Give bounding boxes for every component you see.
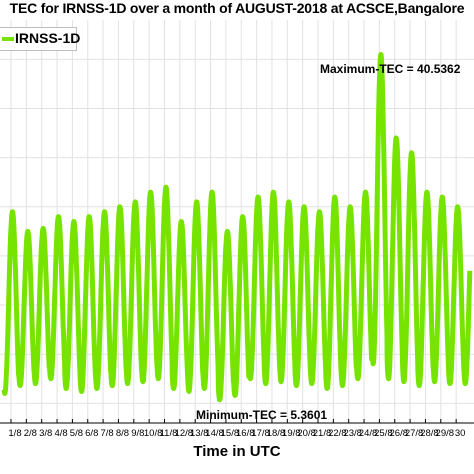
x-tick-label: 23/8 [343,428,362,439]
x-tick-label: 30 [455,428,466,439]
x-tick-label: 9/8 [131,428,144,439]
x-tick-label: 8/8 [116,428,129,439]
max-tec-annotation: Maximum-TEC = 40.5362 [320,62,461,76]
series-line-irnss-1d [1,52,473,403]
x-tick-label: 14/8 [205,428,224,439]
x-axis-label: Time in UTC [193,443,281,460]
legend-swatch [2,37,14,41]
chart-title: TEC for IRNSS-1D over a month of AUGUST-… [9,0,465,16]
x-ticks: 1/8 2/8 3/8 4/8 5/8 6/8 7/8 8/8 9/8 10/811/812/81… [8,419,465,439]
x-tick-label: 13/8 [190,428,209,439]
x-tick-label: 26/8 [390,428,409,439]
x-tick-label: 6/8 [85,428,98,439]
x-tick-label: 5/8 [70,428,83,439]
x-tick-label: 12/8 [175,428,194,439]
x-tick-label: 29/8 [436,428,455,439]
x-tick-label: 7/8 [100,428,113,439]
x-tick-label: 10/8 [144,428,163,439]
min-tec-annotation: Minimum-TEC = 5.3601 [196,408,328,422]
x-tick-label: 3/8 [39,428,52,439]
x-tick-label: 27/8 [405,428,424,439]
x-tick-label: 25/8 [374,428,393,439]
legend: IRNSS-1D [0,27,81,51]
x-tick-label: 1/8 [8,428,21,439]
x-tick-label: 4/8 [54,428,67,439]
x-tick-label: 22/8 [328,428,347,439]
x-tick-label: 21/8 [313,428,332,439]
legend-label: IRNSS-1D [15,30,81,46]
x-tick-label: 17/8 [251,428,270,439]
x-tick-label: 24/8 [359,428,378,439]
x-tick-label: 20/8 [297,428,316,439]
x-tick-label: 19/8 [282,428,301,439]
x-tick-label: 16/8 [236,428,255,439]
x-tick-label: 18/8 [267,428,286,439]
series-group [1,52,473,403]
x-tick-label: 15/8 [221,428,240,439]
x-tick-label: 28/8 [420,428,439,439]
x-tick-label: 2/8 [24,428,37,439]
x-tick-label: 11/8 [160,428,178,439]
